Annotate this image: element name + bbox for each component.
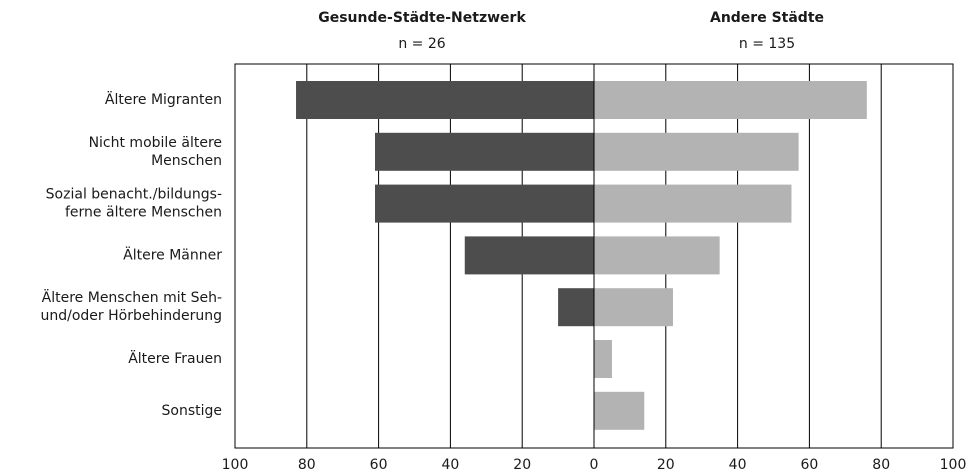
x-tick-label: 20 [513,457,531,473]
x-tick-label: 20 [657,457,675,473]
bar [594,340,612,378]
bar [594,288,673,327]
bar [296,81,594,119]
series-title: Andere Städte [710,10,824,26]
category-label: Ältere Menschen mit Seh-und/oder Hörbehi… [41,288,223,324]
x-tick-label: 60 [370,457,388,473]
x-tick-label: 80 [298,457,316,473]
bar [594,391,645,430]
category-label: Ältere Männer [123,245,222,263]
series-subtitle: n = 26 [398,36,445,52]
bar [594,236,720,275]
x-tick-label: 100 [222,457,249,473]
category-label: Ältere Migranten [105,90,222,108]
bar [594,184,792,223]
bar [375,184,594,223]
x-tick-label: 60 [800,457,818,473]
bar [464,236,594,275]
bar [375,132,594,171]
x-tick-label: 100 [940,457,967,473]
category-label: Ältere Frauen [128,349,222,367]
category-label: Sonstige [162,403,223,419]
grid-group [234,64,954,448]
x-tick-label: 80 [872,457,890,473]
bar [594,81,867,119]
x-tick-label: 40 [441,457,459,473]
x-tick-label: 40 [729,457,747,473]
x-tick-label: 0 [590,457,599,473]
bar [594,132,799,171]
bar [558,288,594,327]
category-label: Nicht mobile ältere Menschen [89,135,222,169]
series-title: Gesunde-Städte-Netzwerk [318,10,526,26]
category-label: Sozial benacht./bildungs-ferne ältere Me… [46,187,222,221]
series-subtitle: n = 135 [739,36,795,52]
